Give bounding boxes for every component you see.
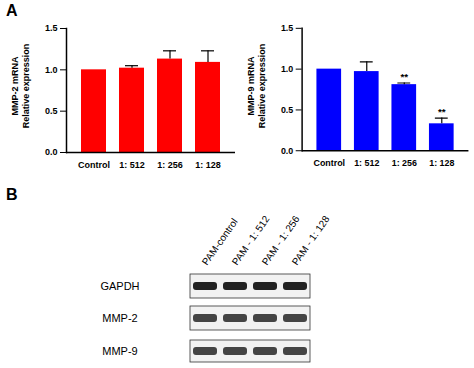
svg-text:1.5: 1.5 [281, 23, 293, 33]
svg-text:0.0: 0.0 [45, 147, 58, 157]
svg-text:PAM - 1: 512: PAM - 1: 512 [229, 213, 272, 268]
svg-text:1: 512: 1: 512 [354, 158, 379, 168]
svg-text:1: 128: 1: 128 [429, 158, 454, 168]
svg-text:GAPDH: GAPDH [100, 280, 139, 292]
svg-text:0.5: 0.5 [281, 105, 293, 115]
svg-text:0.0: 0.0 [281, 146, 293, 156]
svg-text:B: B [6, 186, 18, 203]
svg-text:0.5: 0.5 [45, 106, 58, 116]
svg-text:1: 512: 1: 512 [119, 160, 145, 170]
svg-text:Relative expression: Relative expression [21, 44, 31, 129]
svg-text:MMP-9 mRNA: MMP-9 mRNA [246, 56, 256, 116]
svg-text:Relative expression: Relative expression [257, 44, 267, 129]
svg-text:1.5: 1.5 [45, 23, 58, 33]
svg-text:1: 256: 1: 256 [391, 158, 416, 168]
svg-text:PAM - 1: 128: PAM - 1: 128 [290, 213, 332, 267]
svg-text:MMP-2 mRNA: MMP-2 mRNA [10, 56, 20, 116]
svg-text:Control: Control [313, 158, 345, 168]
svg-text:PAM - 1: 256: PAM - 1: 256 [259, 213, 302, 268]
svg-text:1.0: 1.0 [45, 65, 58, 75]
svg-text:1: 256: 1: 256 [157, 160, 183, 170]
svg-text:1.0: 1.0 [281, 64, 293, 74]
svg-text:MMP-9: MMP-9 [102, 345, 137, 357]
svg-text:MMP-2: MMP-2 [102, 312, 137, 324]
svg-text:1: 128: 1: 128 [195, 160, 221, 170]
html-text:A: A [6, 2, 18, 19]
svg-text:**: ** [400, 71, 408, 82]
svg-text:PAM-control: PAM-control [199, 216, 240, 268]
svg-text:Control: Control [78, 160, 110, 170]
svg-text:**: ** [438, 106, 446, 117]
